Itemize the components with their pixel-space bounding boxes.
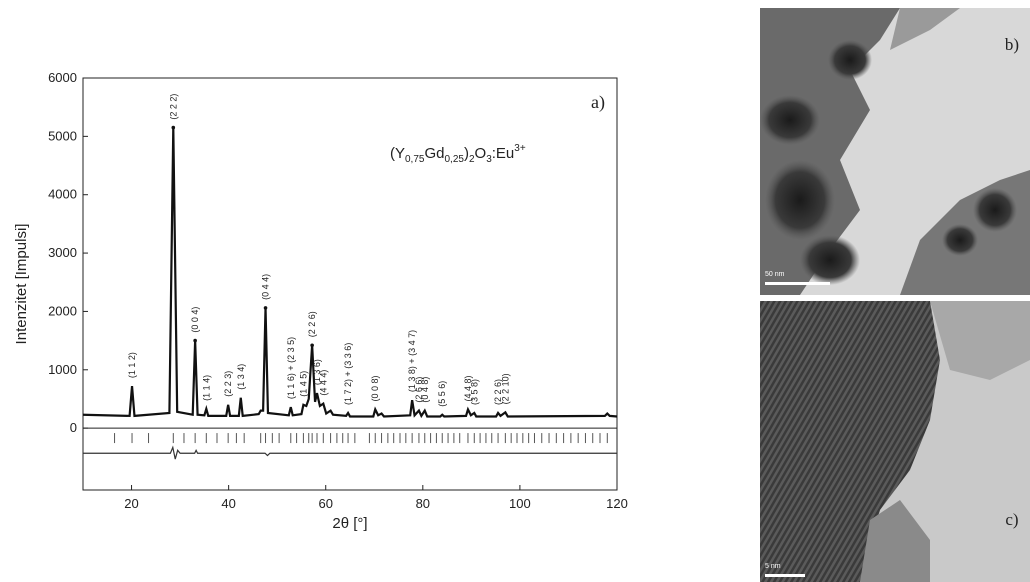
- y-tick-label: 2000: [48, 303, 77, 318]
- peak-label: (2 2 10): [500, 373, 510, 404]
- peak-label: (1 1 2): [127, 352, 137, 378]
- y-tick-label: 1000: [48, 362, 77, 377]
- peak-label: (1 4 5): [298, 371, 308, 397]
- peak-label: (2 2 6): [307, 311, 317, 337]
- panel-label: a): [591, 92, 605, 113]
- observed-point: [171, 125, 176, 130]
- formula: (Y0,75Gd0,25)2O3:Eu3+: [390, 143, 526, 165]
- x-axis-label: 2θ [°]: [332, 515, 367, 532]
- y-tick-label: 3000: [48, 245, 77, 260]
- peak-label: (2 2 2): [168, 94, 178, 120]
- peak-label: (1 1 6) + (2 3 5): [286, 337, 296, 399]
- peak-label: (0 0 8): [370, 375, 380, 401]
- formula-part: 0,25: [444, 154, 464, 165]
- scale-bar-label: 50 nm: [765, 271, 785, 278]
- x-tick-label: 60: [318, 496, 332, 511]
- tem-image-c: 5 nm c): [760, 301, 1030, 582]
- formula-part: 2: [469, 154, 475, 165]
- peak-label: (3 5 8): [469, 379, 479, 405]
- formula-part: O: [475, 145, 487, 162]
- peak-label: (2 2 3): [223, 371, 233, 397]
- observed-point: [193, 338, 197, 343]
- y-tick-label: 5000: [48, 128, 77, 143]
- peak-label: (1 3 8) + (3 4 7): [407, 330, 417, 392]
- y-tick-label: 4000: [48, 187, 77, 202]
- formula-part: ): [464, 145, 469, 162]
- formula-part: 3: [486, 154, 492, 165]
- peak-label: (0 4 4): [261, 274, 271, 300]
- observed-point: [263, 306, 268, 310]
- scale-bar-label: 5 nm: [765, 563, 781, 570]
- peak-label: (5 5 6): [437, 381, 447, 407]
- y-tick-label: 0: [70, 420, 77, 435]
- x-tick-label: 120: [606, 496, 628, 511]
- x-tick-label: 80: [416, 496, 430, 511]
- peak-label: (1 3 6): [312, 359, 322, 385]
- observed-point: [310, 343, 314, 348]
- peak-label: (1 1 4): [201, 375, 211, 401]
- x-tick-label: 20: [124, 496, 138, 511]
- peak-label: (2 2 6): [493, 379, 503, 405]
- formula-part: :Eu: [492, 145, 515, 162]
- peak-label: (4 4 4): [318, 370, 328, 396]
- peak-label: (0 4 8): [420, 377, 430, 403]
- formula-part: 0,75: [405, 154, 425, 165]
- y-axis-label: Intenzitet [Impulsi]: [13, 224, 30, 345]
- formula-part: 3+: [514, 143, 526, 154]
- formula-part: Gd: [424, 145, 444, 162]
- peak-label: (2 6 6): [414, 377, 424, 403]
- formula-part: (Y: [390, 145, 405, 162]
- peak-label: (4 4 8): [463, 375, 473, 401]
- plot-frame: [82, 77, 618, 491]
- peak-label: (1 7 2) + (3 3 6): [343, 343, 353, 405]
- y-tick-label: 6000: [48, 70, 77, 85]
- difference-curve: [83, 445, 617, 460]
- panel-label: b): [1005, 35, 1019, 54]
- peak-label: (1 3 4): [236, 364, 246, 390]
- peak-label: (0 0 4): [190, 307, 200, 333]
- panel-label: c): [1005, 510, 1018, 529]
- tem-image-b: 50 nm b): [760, 8, 1030, 295]
- x-tick-label: 40: [221, 496, 235, 511]
- observed-pattern: [82, 127, 618, 419]
- x-tick-label: 100: [509, 496, 531, 511]
